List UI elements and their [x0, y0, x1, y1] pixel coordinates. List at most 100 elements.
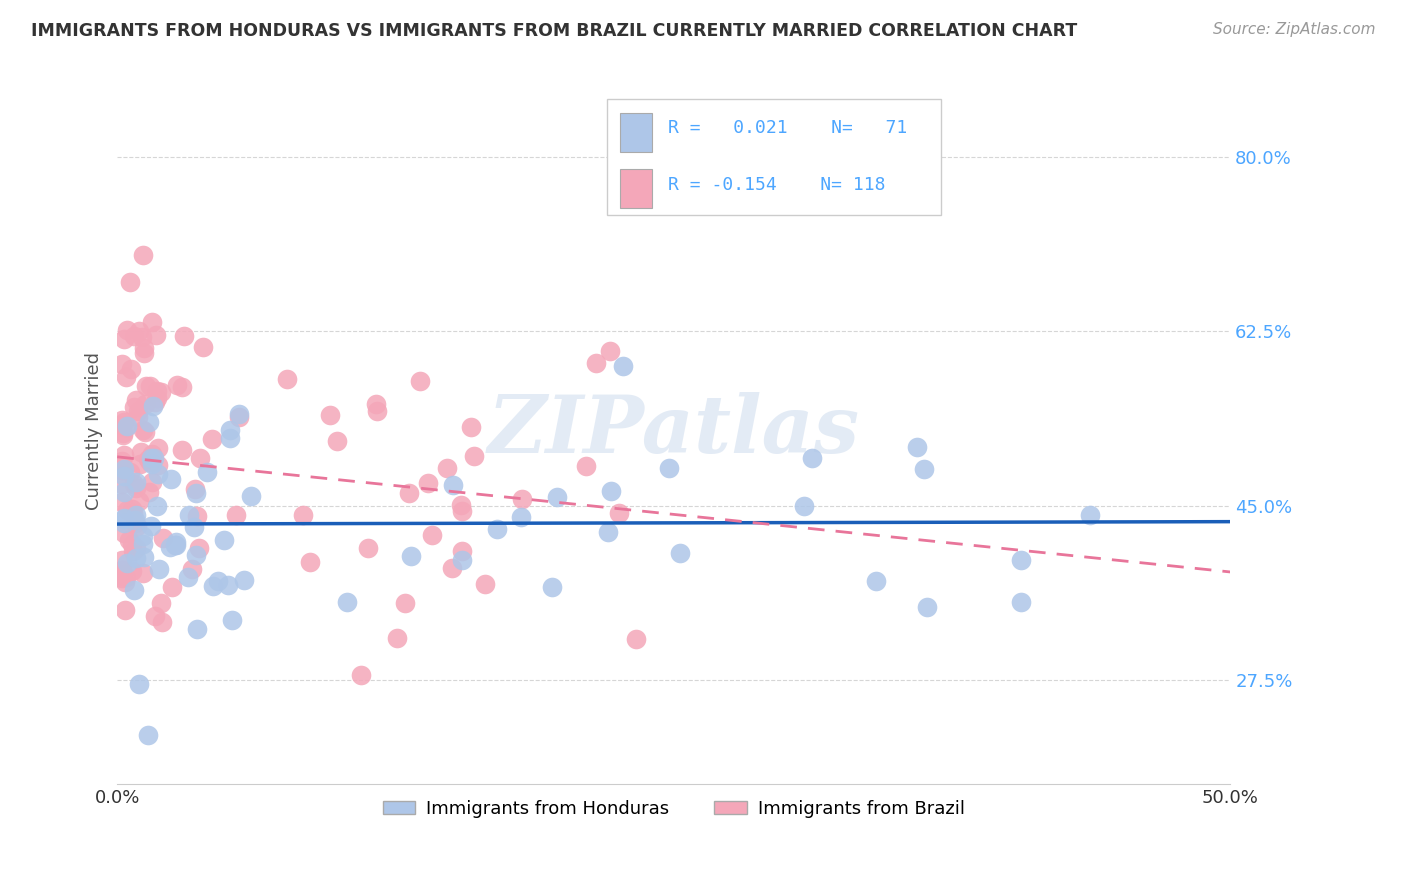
Point	[228, 407, 250, 421]
Point	[132, 341, 155, 355]
Point	[128, 457, 150, 471]
Point	[111, 463, 134, 477]
Text: ZIPatlas: ZIPatlas	[488, 392, 860, 470]
Point	[225, 508, 247, 523]
Point	[914, 462, 936, 476]
FancyBboxPatch shape	[607, 99, 941, 215]
Point	[166, 378, 188, 392]
Point	[177, 569, 200, 583]
Point	[219, 431, 242, 445]
Point	[111, 357, 134, 371]
Point	[121, 501, 143, 516]
Point	[1010, 595, 1032, 609]
Point	[409, 375, 432, 389]
Point	[357, 541, 380, 556]
Point	[162, 580, 184, 594]
Point	[132, 537, 155, 551]
Point	[177, 508, 200, 523]
Point	[366, 403, 388, 417]
Point	[112, 462, 135, 476]
Point	[510, 491, 533, 506]
Bar	[620, 169, 651, 208]
Point	[112, 425, 135, 440]
Point	[141, 451, 163, 466]
Point	[201, 433, 224, 447]
Point	[128, 325, 150, 339]
Legend: Immigrants from Honduras, Immigrants from Brazil: Immigrants from Honduras, Immigrants fro…	[375, 792, 972, 825]
Point	[420, 527, 443, 541]
Point	[111, 412, 134, 426]
Point	[131, 329, 153, 343]
Point	[668, 546, 690, 560]
Point	[450, 504, 472, 518]
Point	[139, 518, 162, 533]
Point	[599, 484, 621, 499]
Point	[165, 538, 187, 552]
Point	[1010, 552, 1032, 566]
Point	[142, 451, 165, 466]
Point	[599, 343, 621, 358]
Point	[132, 528, 155, 542]
Point	[111, 477, 134, 491]
Point	[170, 380, 193, 394]
Point	[173, 329, 195, 343]
Point	[159, 540, 181, 554]
Point	[112, 415, 135, 429]
Point	[212, 533, 235, 548]
Point	[125, 508, 148, 522]
Bar	[620, 112, 651, 152]
Point	[183, 520, 205, 534]
Point	[134, 397, 156, 411]
Point	[114, 603, 136, 617]
Point	[111, 427, 134, 442]
Point	[145, 384, 167, 399]
Point	[120, 362, 142, 376]
Point	[186, 622, 208, 636]
Point	[485, 522, 508, 536]
Point	[111, 454, 134, 468]
Point	[111, 552, 134, 566]
Point	[141, 457, 163, 471]
Point	[120, 275, 142, 289]
Point	[132, 566, 155, 581]
Point	[152, 531, 174, 545]
Point	[585, 356, 607, 370]
Text: IMMIGRANTS FROM HONDURAS VS IMMIGRANTS FROM BRAZIL CURRENTLY MARRIED CORRELATION: IMMIGRANTS FROM HONDURAS VS IMMIGRANTS F…	[31, 22, 1077, 40]
Point	[195, 466, 218, 480]
Point	[219, 423, 242, 437]
Point	[112, 332, 135, 346]
Point	[111, 567, 134, 582]
Point	[149, 384, 172, 399]
Point	[607, 506, 630, 520]
Point	[124, 513, 146, 527]
Point	[150, 597, 173, 611]
Point	[120, 465, 142, 479]
Point	[121, 565, 143, 579]
Point	[184, 548, 207, 562]
Point	[117, 533, 139, 548]
Point	[915, 599, 938, 614]
Point	[292, 508, 315, 522]
Point	[112, 468, 135, 483]
Point	[122, 328, 145, 343]
Point	[394, 596, 416, 610]
Point	[127, 410, 149, 425]
Point	[575, 459, 598, 474]
Point	[233, 573, 256, 587]
Point	[319, 409, 342, 423]
Point	[115, 419, 138, 434]
Point	[188, 450, 211, 465]
Point	[541, 580, 564, 594]
Point	[135, 378, 157, 392]
Point	[125, 550, 148, 565]
Point	[150, 615, 173, 629]
Text: R = -0.154    N= 118: R = -0.154 N= 118	[668, 176, 886, 194]
Point	[112, 526, 135, 541]
Point	[115, 323, 138, 337]
Point	[111, 418, 134, 433]
Point	[115, 570, 138, 584]
Point	[436, 460, 458, 475]
Point	[463, 449, 485, 463]
Text: R =   0.021    N=   71: R = 0.021 N= 71	[668, 120, 907, 137]
Point	[793, 500, 815, 514]
